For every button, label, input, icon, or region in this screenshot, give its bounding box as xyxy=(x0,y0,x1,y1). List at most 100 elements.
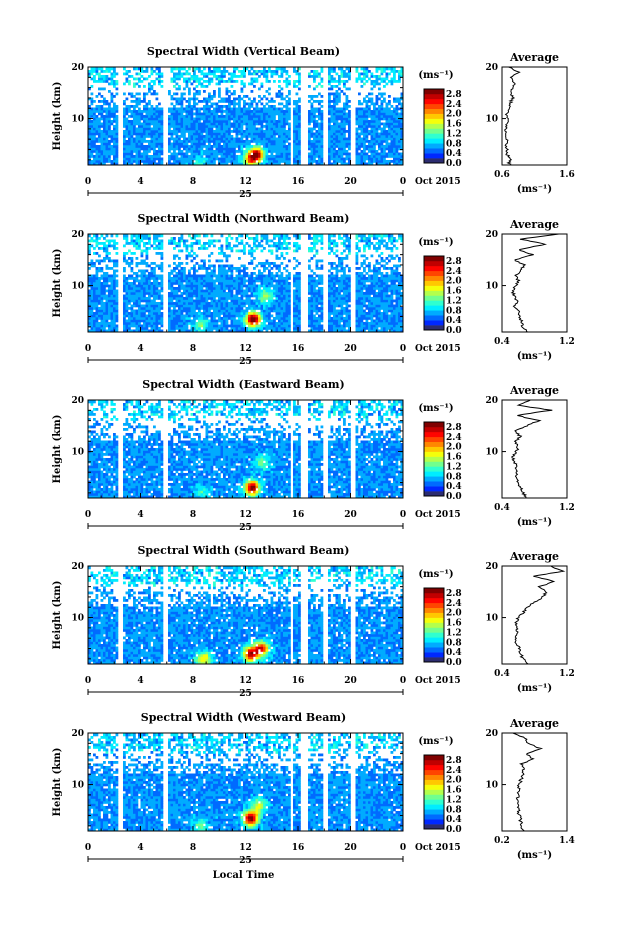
panel-3: Spectral Width (Eastward Beam) 10 20 Height… xyxy=(52,378,575,533)
average-profile-line xyxy=(504,66,521,166)
average-panel: Average 10 20 0.4 1.2 (ms⁻¹) xyxy=(485,384,574,528)
colorbar-swatch xyxy=(424,774,444,780)
y-tick-label: 10 xyxy=(71,614,84,624)
y-axis-label: Height (km) xyxy=(52,581,63,650)
colorbar-frame xyxy=(423,587,445,663)
colorbar-swatch xyxy=(424,285,444,291)
x-tick-label: 8 xyxy=(190,344,196,354)
average-profile-line xyxy=(511,399,553,499)
colorbar: (ms⁻¹) 0.00.40.81.21.62.02.42.8 xyxy=(418,237,461,336)
colorbar-tick-label: 0.0 xyxy=(446,326,462,336)
colorbar-tick-label: 0.8 xyxy=(446,472,462,482)
colorbar-swatch xyxy=(424,133,444,139)
colorbar-swatch xyxy=(424,451,444,457)
colorbar-tick-label: 1.6 xyxy=(446,619,462,629)
colorbar-swatch xyxy=(424,108,444,114)
average-x-tick-label: 0.4 xyxy=(494,503,510,513)
colorbar-frame xyxy=(423,421,445,497)
average-x-tick-label: 1.4 xyxy=(559,836,575,846)
average-y-tick-label: 20 xyxy=(485,729,498,739)
colorbar-swatch xyxy=(424,260,444,267)
x-tick-label: 0 xyxy=(400,177,406,187)
y-tick-label: 10 xyxy=(71,282,84,292)
colorbar-tick-label: 2.0 xyxy=(446,443,462,453)
colorbar-swatch xyxy=(424,320,444,326)
x-tick-label: 16 xyxy=(292,510,305,520)
x-tick-label: 12 xyxy=(239,676,252,686)
colorbar-swatch xyxy=(424,642,444,648)
colorbar-swatch xyxy=(424,431,444,438)
date-label: Oct 2015 xyxy=(415,843,461,853)
colorbar-swatch xyxy=(424,657,444,663)
panel-2: Spectral Width (Northward Beam) 10 20 Heigh… xyxy=(52,212,575,367)
date-mark: 25 xyxy=(239,190,252,200)
colorbar-frame xyxy=(423,88,445,164)
colorbar-tick-label: 1.2 xyxy=(446,129,462,139)
colorbar-swatch xyxy=(424,290,444,296)
x-tick-label: 20 xyxy=(344,510,357,520)
average-panel: Average 10 20 0.4 1.2 (ms⁻¹) xyxy=(485,550,574,694)
average-x-label: (ms⁻¹) xyxy=(517,683,552,694)
colorbar-tick-label: 1.2 xyxy=(446,628,462,638)
y-axis-label: Height (km) xyxy=(52,748,63,817)
average-y-tick-label: 10 xyxy=(485,781,498,791)
average-x-tick-label: 0.2 xyxy=(494,836,510,846)
colorbar-frame xyxy=(423,255,445,331)
heatmap-cells xyxy=(88,400,404,499)
heatmap-cells xyxy=(88,67,404,166)
colorbar-swatch xyxy=(424,814,444,820)
colorbar-swatch xyxy=(424,755,444,761)
colorbar-swatch xyxy=(424,652,444,658)
heatmap-cells xyxy=(88,566,404,665)
x-tick-label: 0 xyxy=(400,843,406,853)
colorbar-swatch xyxy=(424,158,444,164)
colorbar-swatch xyxy=(424,422,444,428)
colorbar-tick-label: 2.8 xyxy=(446,90,462,100)
average-x-tick-label: 1.2 xyxy=(559,503,575,513)
colorbar-tick-label: 0.0 xyxy=(446,492,462,502)
colorbar-swatch xyxy=(424,486,444,492)
y-axis-label: Height (km) xyxy=(52,82,63,151)
y-axis-label: Height (km) xyxy=(52,249,63,318)
colorbar-swatch xyxy=(424,607,444,613)
heatmap-cells xyxy=(88,733,404,832)
x-tick-label: 8 xyxy=(190,510,196,520)
average-y-tick-label: 20 xyxy=(485,230,498,240)
x-tick-label: 4 xyxy=(137,177,143,187)
average-y-tick-label: 10 xyxy=(485,448,498,458)
colorbar-tick-label: 0.0 xyxy=(446,658,462,668)
colorbar-tick-label: 2.4 xyxy=(446,599,462,609)
colorbar-swatch xyxy=(424,588,444,594)
colorbar-swatch xyxy=(424,93,444,100)
colorbar-tick-label: 2.4 xyxy=(446,766,462,776)
colorbar-swatch xyxy=(424,456,444,462)
colorbar-unit: (ms⁻¹) xyxy=(418,403,453,414)
colorbar-swatch xyxy=(424,759,444,766)
colorbar-swatch xyxy=(424,315,444,321)
average-x-label: (ms⁻¹) xyxy=(517,184,552,195)
colorbar-tick-label: 0.4 xyxy=(446,482,462,492)
colorbar-swatch xyxy=(424,481,444,487)
colorbar-unit: (ms⁻¹) xyxy=(418,237,453,248)
date-mark: 25 xyxy=(239,856,252,866)
x-tick-label: 12 xyxy=(239,344,252,354)
colorbar-tick-label: 0.0 xyxy=(446,159,462,169)
x-tick-label: 20 xyxy=(344,676,357,686)
colorbar-swatch xyxy=(424,446,444,452)
colorbar-swatch xyxy=(424,779,444,785)
average-x-tick-label: 0.4 xyxy=(494,669,510,679)
colorbar-swatch xyxy=(424,622,444,628)
x-tick-label: 20 xyxy=(344,177,357,187)
colorbar-tick-label: 2.0 xyxy=(446,277,462,287)
colorbar-tick-label: 0.4 xyxy=(446,316,462,326)
x-tick-label: 0 xyxy=(85,676,91,686)
colorbar-swatch xyxy=(424,769,444,776)
x-tick-label: 0 xyxy=(85,177,91,187)
colorbar-swatch xyxy=(424,300,444,306)
colorbar-swatch xyxy=(424,647,444,653)
colorbar-tick-label: 0.4 xyxy=(446,149,462,159)
colorbar-swatch xyxy=(424,128,444,134)
average-frame xyxy=(501,233,568,333)
colorbar-swatch xyxy=(424,98,444,105)
average-profile-line xyxy=(512,732,544,832)
